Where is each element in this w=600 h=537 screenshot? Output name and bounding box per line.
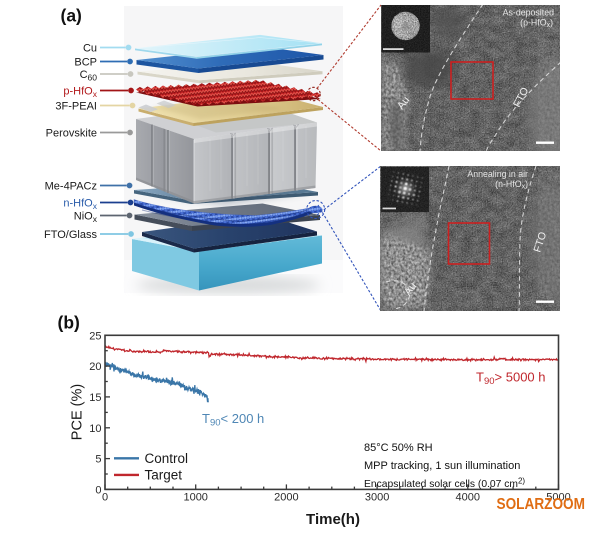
svg-text:85°C 50% RH: 85°C 50% RH [364, 442, 433, 454]
svg-text:Me-4PACz: Me-4PACz [45, 181, 97, 193]
svg-text:10: 10 [89, 423, 101, 435]
svg-text:5000: 5000 [546, 492, 570, 504]
svg-text:T90< 200 h: T90< 200 h [202, 411, 264, 429]
svg-text:2000: 2000 [274, 492, 298, 504]
svg-text:1000: 1000 [183, 492, 207, 504]
svg-text:5: 5 [95, 454, 101, 466]
svg-text:Perovskite: Perovskite [46, 128, 97, 140]
svg-text:3000: 3000 [365, 492, 389, 504]
svg-text:4000: 4000 [456, 492, 480, 504]
svg-text:0: 0 [95, 484, 101, 496]
svg-text:FTO/Glass: FTO/Glass [44, 229, 97, 241]
svg-text:0: 0 [102, 492, 108, 504]
svg-text:n-HfOx: n-HfOx [63, 198, 97, 212]
svg-text:(b): (b) [58, 313, 80, 333]
svg-text:BCP: BCP [74, 57, 97, 69]
svg-text:(a): (a) [61, 6, 82, 26]
svg-text:Encapsulated solar cells (0.07: Encapsulated solar cells (0.07 cm2) [364, 477, 525, 491]
svg-text:(p-HfOx): (p-HfOx) [520, 18, 553, 30]
svg-text:SOLARZOOM: SOLARZOOM [497, 496, 586, 513]
svg-text:MPP tracking, 1 sun illuminati: MPP tracking, 1 sun illumination [364, 460, 520, 472]
svg-text:Cu: Cu [83, 43, 97, 55]
svg-text:15: 15 [89, 392, 101, 404]
svg-text:Control: Control [145, 451, 189, 466]
svg-text:NiOx: NiOx [74, 211, 98, 225]
svg-text:20: 20 [89, 361, 101, 373]
svg-text:Annealing in air: Annealing in air [467, 169, 528, 179]
svg-text:Time(h): Time(h) [306, 511, 360, 528]
svg-text:25: 25 [89, 330, 101, 342]
svg-text:(n-HfOx): (n-HfOx) [495, 179, 528, 191]
svg-text:p-HfOx: p-HfOx [63, 86, 97, 100]
svg-text:C60: C60 [80, 69, 98, 83]
svg-text:Target: Target [145, 468, 183, 483]
svg-text:As-deposited: As-deposited [503, 8, 554, 18]
svg-text:3F-PEAI: 3F-PEAI [55, 101, 97, 113]
svg-text:PCE (%): PCE (%) [70, 384, 86, 440]
